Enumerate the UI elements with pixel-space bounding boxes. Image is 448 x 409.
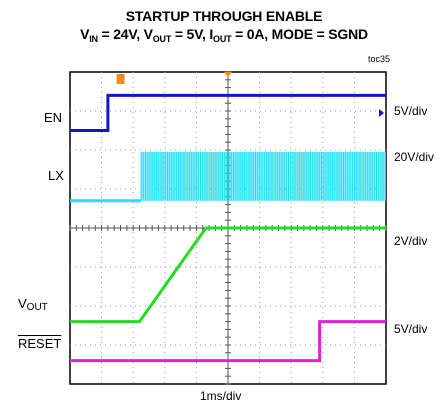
trace-en	[70, 93, 386, 132]
subtitle-vin-rest: = 24V,	[97, 26, 144, 42]
channel-label-main: V	[18, 296, 27, 311]
subtitle-vout-rest: = 5V,	[171, 26, 210, 42]
channel-label-reset: RESET	[18, 336, 61, 351]
channel-label-lx: LX	[48, 168, 64, 183]
subtitle-iout-main: I	[209, 26, 214, 42]
trace-lx-envelope	[141, 151, 386, 201]
channel-label-en: EN	[44, 110, 62, 125]
scale-label-vout: 2V/div	[394, 234, 428, 248]
time-reference-icon	[224, 72, 232, 77]
channel-label-vout: VOUT	[18, 296, 48, 313]
time-scale-label: 1ms/div	[200, 389, 242, 403]
chart-title: STARTUP THROUGH ENABLE	[125, 8, 323, 24]
channel-label-main: RESET	[18, 336, 62, 351]
figure-id: toc35	[367, 54, 390, 64]
subtitle-iout-rest: = 0A, MODE = SGND	[231, 26, 368, 42]
scale-label-lx: 20V/div	[394, 150, 435, 164]
trigger-marker-icon	[116, 74, 125, 84]
subtitle-vout-sub: OUT	[152, 34, 172, 44]
chart-subtitle: VIN = 24V, VOUT = 5V, IOUT = 0A, MODE = …	[0, 26, 448, 44]
scale-label-en: 5V/div	[394, 104, 428, 118]
subtitle-iout-sub: OUT	[213, 34, 232, 44]
level-marker-icon	[379, 108, 384, 117]
subtitle-vin-main: V	[80, 26, 90, 42]
trace-lx-pulses	[140, 151, 386, 201]
subtitle-vout-main: V	[143, 26, 153, 42]
channel-label-main: EN	[44, 110, 63, 125]
trace-reset	[70, 320, 386, 363]
channel-label-sub: OUT	[26, 302, 48, 313]
subtitle-vin-sub: IN	[89, 34, 98, 44]
trace-vout	[70, 226, 386, 324]
scale-label-reset: 5V/div	[394, 322, 428, 336]
channel-label-main: LX	[48, 168, 64, 183]
